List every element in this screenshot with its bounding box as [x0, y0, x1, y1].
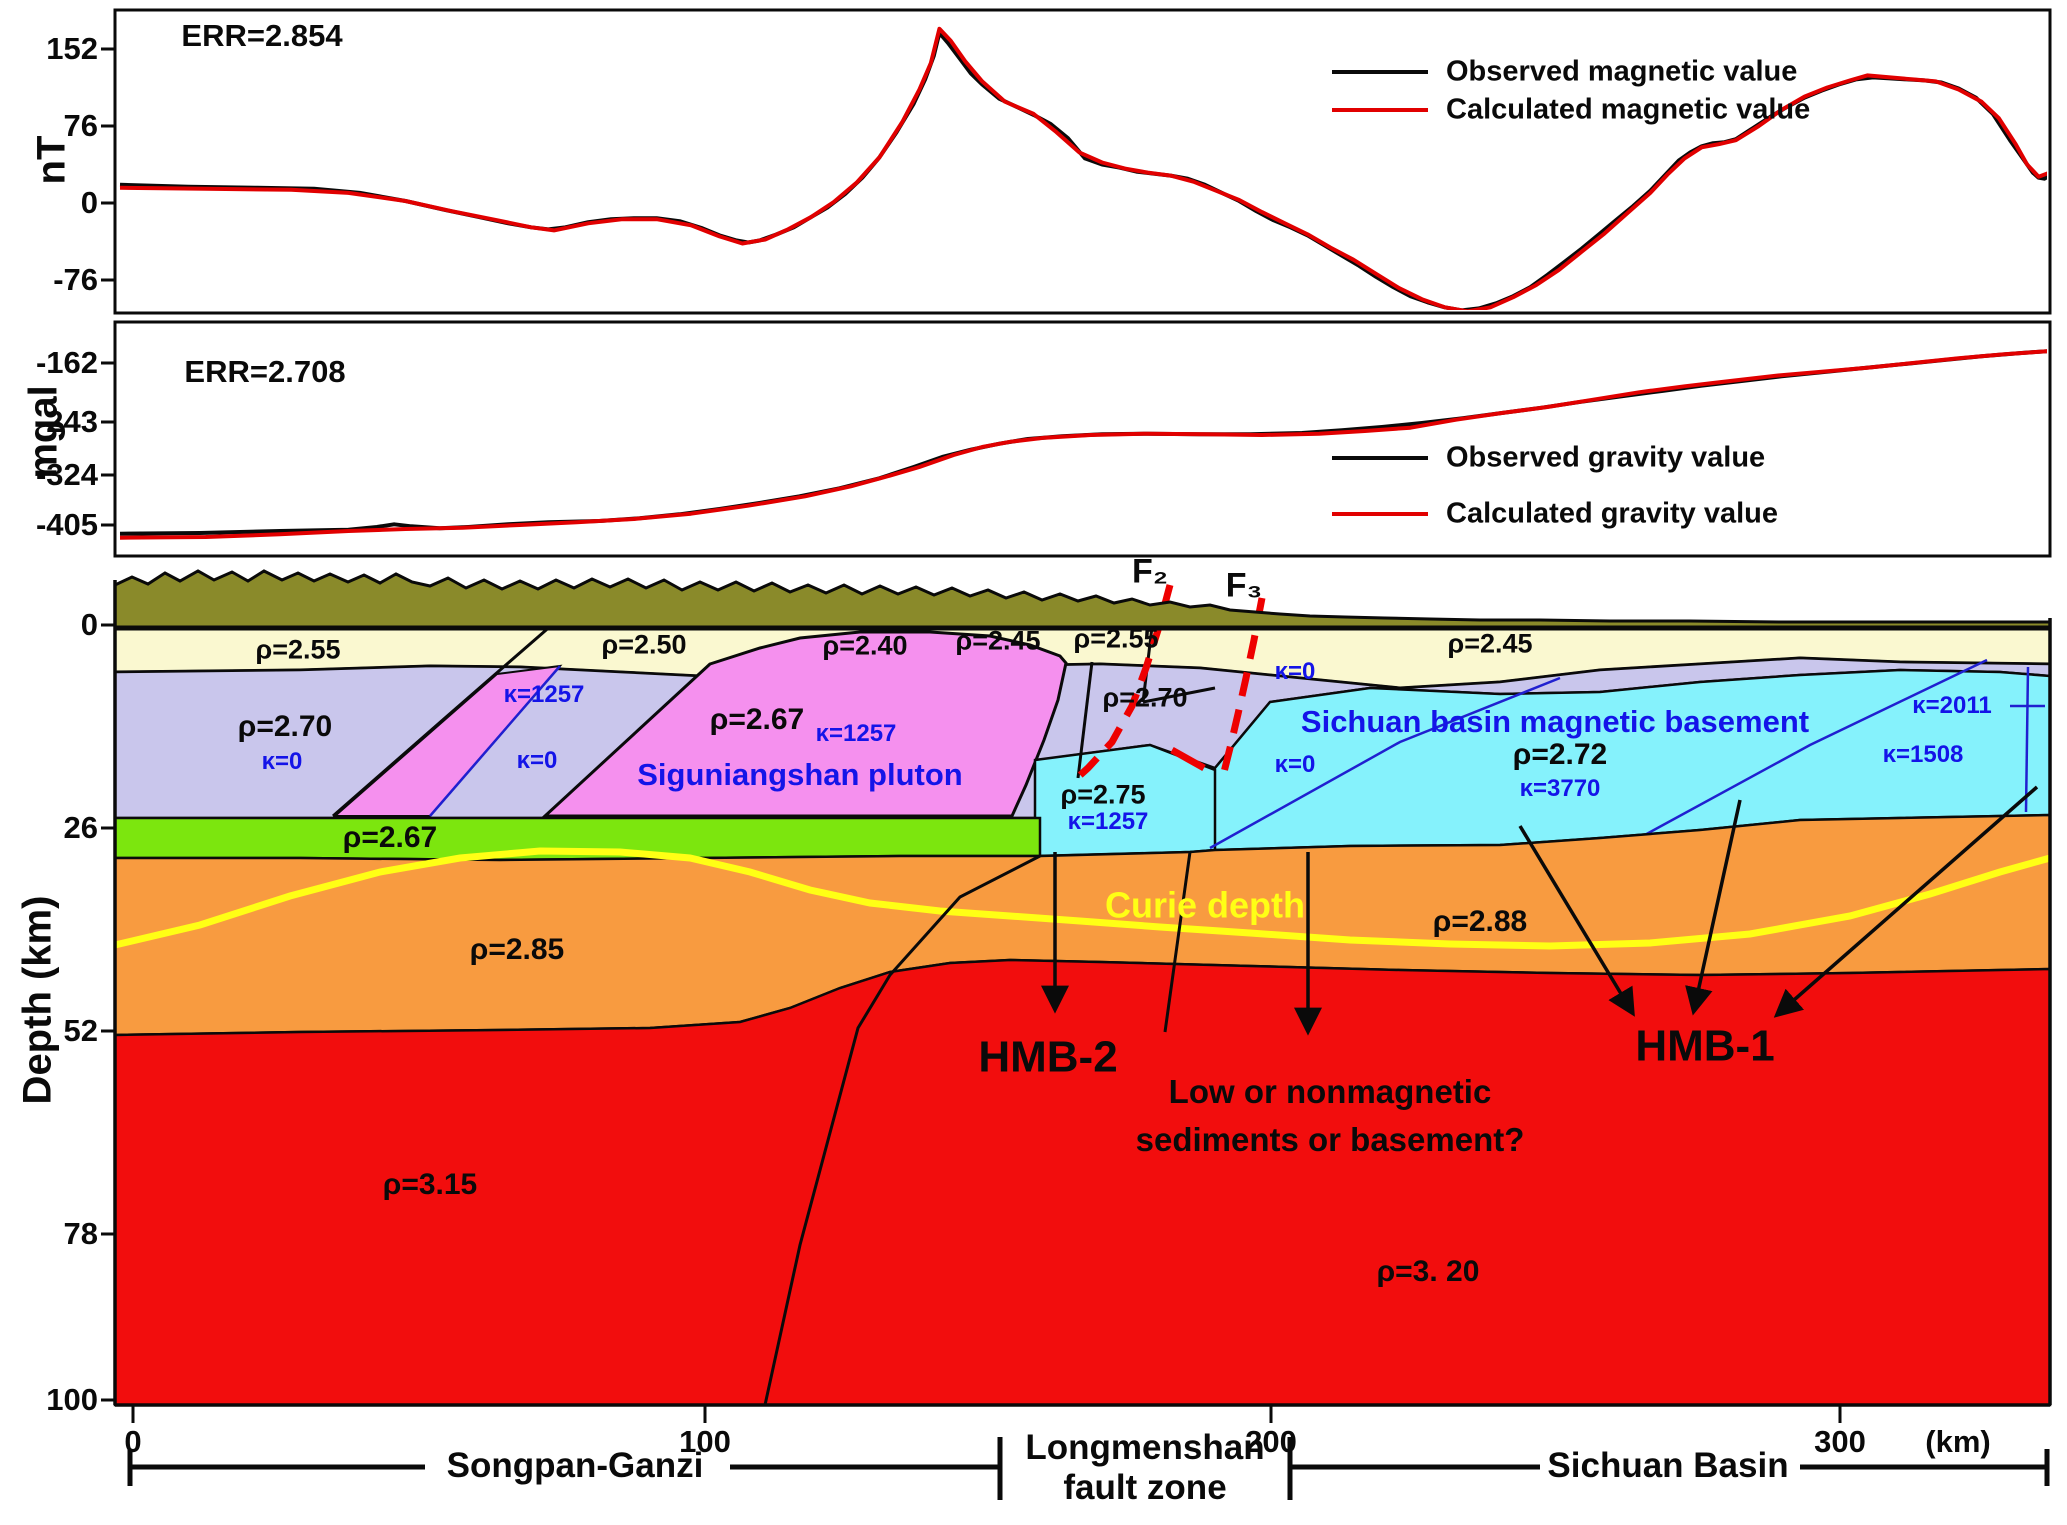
gravity-err-label: ERR=2.708 [184, 354, 346, 390]
x-tick-300: 300 [1814, 1424, 1866, 1459]
density-label: ρ=2.45 [955, 625, 1041, 656]
grav-tick-n324: -324 [35, 457, 98, 492]
fault-f3 [1220, 597, 1266, 773]
depth-tick-100: 100 [46, 1382, 98, 1417]
mag-tick-152: 152 [46, 31, 98, 66]
susceptibility-label: κ=0 [1274, 751, 1316, 779]
susceptibility-label: κ=1508 [1882, 741, 1964, 769]
magnetic-panel-frame [101, 8, 2052, 315]
susceptibility-label: κ=0 [261, 748, 303, 776]
density-label: ρ=2.70 [237, 709, 333, 743]
low-nonmagnetic-label-line1: Low or nonmagnetic [1168, 1073, 1492, 1111]
density-label: ρ=3. 20 [1376, 1254, 1480, 1288]
density-label: ρ=2.55 [1073, 623, 1159, 654]
region-brackets [127, 1437, 2050, 1500]
body-siguniangshan-pluton [541, 630, 1068, 818]
density-label: ρ=2.40 [822, 630, 908, 661]
density-label: ρ=2.75 [1060, 779, 1146, 810]
depth-tick-26: 26 [63, 810, 98, 845]
susceptibility-label: κ=2011 [1912, 692, 1992, 720]
density-label: ρ=2.67 [709, 702, 805, 736]
grav-tick-n162: -162 [35, 345, 98, 380]
arrow-hmb1-left [1518, 825, 1635, 1017]
density-label: ρ=3.15 [382, 1167, 478, 1201]
density-label: ρ=2.50 [601, 629, 687, 660]
magnetic-curves [119, 26, 2047, 310]
region-sichuan-basin: Sichuan Basin [1547, 1446, 1789, 1485]
cross-section [101, 569, 2052, 1500]
arrow-hmb1-mid [1685, 799, 1742, 1016]
arrow-hmb1-right [1773, 785, 2039, 1018]
fault-f2-label: F₂ [1132, 552, 1168, 591]
legend-observed-gravity: Observed gravity value [1446, 441, 1766, 474]
grav-tick-n405: -405 [35, 507, 98, 542]
susceptibility-label: κ=3770 [1519, 775, 1601, 803]
susceptibility-label: κ=1257 [503, 681, 585, 709]
susceptibility-label: κ=1257 [1067, 808, 1149, 836]
hmb1-label: HMB-1 [1635, 1021, 1775, 1071]
gravity-panel-frame [101, 320, 2052, 558]
depth-tick-78: 78 [63, 1216, 98, 1251]
susceptibility-label: κ=0 [1274, 658, 1316, 686]
magnetic-err-label: ERR=2.854 [181, 18, 343, 54]
curie-depth-line [114, 847, 2051, 950]
depth-tick-52: 52 [63, 1013, 98, 1048]
basement-name-label: Sichuan basin magnetic basement [1300, 704, 1810, 740]
region-longmenshan: Longmenshan fault zone [1025, 1428, 1265, 1507]
susceptibility-label: κ=1257 [815, 720, 897, 748]
mag-tick-76: 76 [63, 108, 98, 143]
fault-f3-label: F₃ [1225, 566, 1263, 605]
mag-tick-n76: -76 [53, 262, 98, 297]
gravity-curves [119, 349, 2047, 540]
x-tick-200: 200 [1245, 1424, 1297, 1459]
grav-tick-n243: -243 [35, 404, 98, 439]
density-label: ρ=2.72 [1512, 737, 1608, 771]
region-songpan-ganzi: Songpan-Ganzi [446, 1446, 704, 1485]
x-axis-unit: (km) [1925, 1424, 1991, 1459]
legend-calculated-gravity: Calculated gravity value [1446, 497, 1779, 530]
curie-depth-label: Curie depth [1104, 884, 1306, 926]
x-tick-100: 100 [679, 1424, 731, 1459]
depth-axis-title: Depth (km) [15, 895, 60, 1105]
density-label: ρ=2.85 [469, 932, 565, 966]
density-label: ρ=2.88 [1432, 904, 1528, 938]
mag-tick-0: 0 [80, 185, 98, 220]
pluton-name-label: Siguniangshan pluton [637, 757, 963, 793]
hmb2-label: HMB-2 [978, 1032, 1118, 1082]
low-nonmagnetic-label-line2: sediments or basement? [1135, 1121, 1525, 1159]
depth-tick-0: 0 [80, 607, 98, 642]
curve-calculated-gravity-value [119, 349, 2047, 540]
density-label: ρ=2.70 [1102, 682, 1188, 713]
density-label: ρ=2.67 [342, 820, 438, 854]
x-tick-0: 0 [124, 1424, 142, 1459]
legend-calculated-magnetic: Calculated magnetic value [1446, 93, 1811, 126]
legend-observed-magnetic: Observed magnetic value [1446, 55, 1798, 88]
curve-calculated-magnetic-value [119, 26, 2047, 310]
topography-olive [113, 569, 2052, 631]
density-label: ρ=2.45 [1447, 628, 1533, 659]
susceptibility-label: κ=0 [516, 747, 558, 775]
density-label: ρ=2.55 [255, 634, 341, 665]
